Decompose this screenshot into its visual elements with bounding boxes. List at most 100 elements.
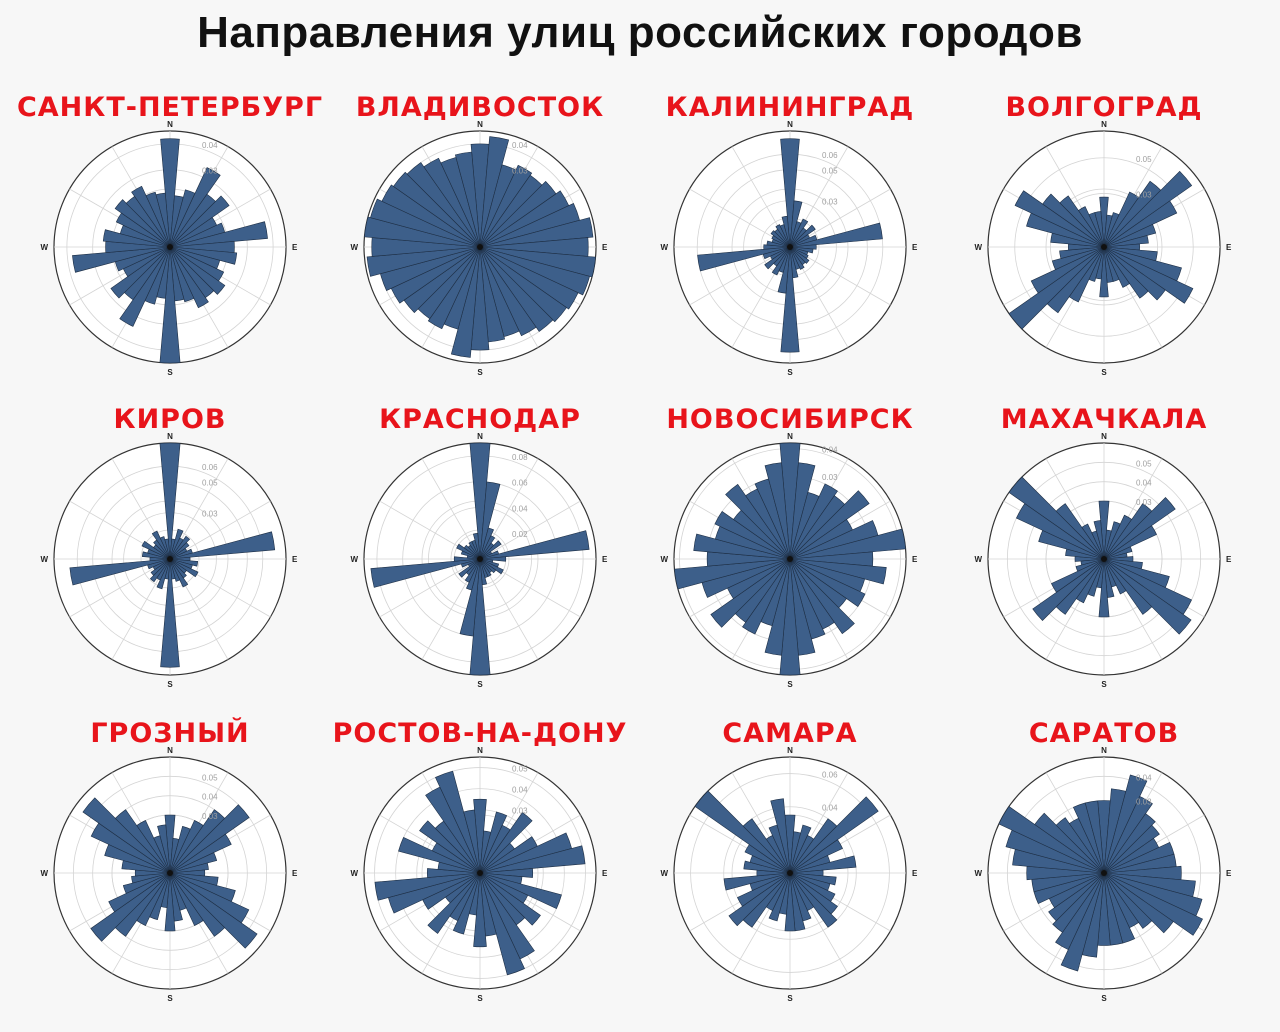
direction-bar [723, 872, 791, 891]
polar-chart: 0.03 0.05 0.06 N E S W [40, 432, 298, 689]
direction-bar [1055, 872, 1105, 951]
grid-spoke [379, 558, 481, 618]
radial-tick-label: 0.03 [822, 198, 838, 207]
direction-bar [1103, 246, 1166, 301]
polar-chart: 0.03 0.05 0.06 N E S W [660, 120, 918, 377]
direction-bar [775, 224, 791, 248]
center-dot [787, 244, 793, 250]
cardinal-label-s: S [1101, 994, 1107, 1003]
direction-bar [1103, 558, 1127, 595]
direction-bar [370, 558, 481, 588]
direction-bar [419, 820, 481, 874]
direction-bar [469, 558, 491, 676]
polar-chart: 0.03 0.04 0.05 N E S W [40, 746, 298, 1003]
polar-chart: 0.03 0.04 N E S W [974, 746, 1232, 1003]
direction-bar [1008, 246, 1105, 330]
direction-bar [1103, 795, 1153, 874]
cardinal-label-n: N [787, 432, 793, 441]
direction-bar [169, 221, 268, 248]
radial-tick-label: 0.05 [512, 765, 528, 774]
direction-bar [90, 872, 171, 942]
radial-tick-label: 0.06 [822, 151, 838, 160]
direction-bar [1103, 774, 1148, 874]
cardinal-label-s: S [1101, 368, 1107, 377]
direction-bar [1103, 200, 1178, 248]
radial-tick-label: 0.03 [822, 473, 838, 482]
direction-bar [479, 872, 541, 926]
direction-bar [463, 809, 481, 874]
cardinal-label-w: W [974, 243, 982, 252]
grid-spoke [69, 558, 171, 618]
direction-bar [169, 558, 189, 588]
direction-bar [728, 872, 791, 927]
direction-bar [764, 246, 791, 270]
cardinal-label-s: S [477, 680, 483, 689]
direction-bar [1051, 246, 1105, 271]
direction-bar [114, 199, 171, 248]
direction-bar [1099, 246, 1109, 298]
direction-bar [1060, 872, 1105, 972]
city-title: САРАТОВ [1028, 718, 1180, 749]
direction-bar [714, 511, 791, 560]
direction-bar [136, 820, 171, 874]
direction-bar [458, 558, 481, 578]
direction-bar [779, 442, 801, 560]
direction-bar [1103, 525, 1157, 560]
polar-chart: 0.02 0.04 0.06 0.08 N E S W [350, 432, 608, 689]
city-title: ВОЛГОГРАД [1005, 92, 1203, 123]
direction-bar [789, 855, 857, 874]
cardinal-label-n: N [167, 120, 173, 129]
cardinal-label-n: N [1101, 746, 1107, 755]
radial-tick-label: 0.03 [1136, 798, 1152, 807]
cardinal-label-s: S [787, 368, 793, 377]
direction-bar [779, 558, 801, 676]
direction-bar [169, 167, 221, 248]
direction-bar [479, 811, 508, 874]
direction-bar [157, 824, 171, 874]
direction-bar [1103, 558, 1153, 615]
direction-bar [479, 812, 533, 874]
direction-bar [463, 544, 481, 560]
direction-bar [164, 538, 171, 560]
direction-bar [169, 558, 199, 578]
page-title: Направления улиц российских городов [197, 8, 1083, 57]
center-dot [167, 870, 173, 876]
rose-panel: НОВОСИБИРСК 0.03 0.04 N E S W [630, 404, 950, 718]
direction-bar [1014, 190, 1105, 248]
direction-bar [1059, 195, 1105, 248]
direction-bar [789, 246, 810, 264]
direction-bar [169, 535, 191, 560]
cardinal-label-s: S [787, 994, 793, 1003]
cardinal-label-e: E [1226, 555, 1232, 564]
city-title: РОСТОВ-НА-ДОНУ [332, 718, 628, 749]
city-title: НОВОСИБИРСК [666, 404, 914, 435]
direction-bar [169, 833, 232, 874]
direction-bar [169, 804, 250, 874]
radial-tick-label: 0.05 [1136, 459, 1152, 468]
radial-tick-label: 0.05 [202, 479, 218, 488]
rose-panel: МАХАЧКАЛА 0.03 0.04 0.05 N E S W [944, 404, 1264, 718]
polar-chart: 0.03 0.04 N E S W [350, 120, 608, 377]
direction-bar [1103, 824, 1160, 874]
rose-panel: САРАТОВ 0.03 0.04 N E S W [944, 718, 1264, 1032]
direction-bar [742, 558, 791, 635]
direction-bar [169, 852, 218, 874]
direction-bar [1103, 246, 1149, 299]
direction-bar [164, 814, 176, 874]
direction-bar [789, 839, 843, 874]
cardinal-label-s: S [167, 680, 173, 689]
direction-bar [423, 157, 481, 248]
direction-bar [456, 543, 481, 560]
direction-bar [763, 244, 791, 250]
direction-bar [789, 246, 805, 270]
direction-bar [454, 151, 481, 248]
direction-bar [1103, 235, 1149, 248]
radial-tick-label: 0.04 [512, 141, 528, 150]
direction-bar [69, 558, 171, 586]
direction-bar [406, 162, 481, 248]
direction-bar [1077, 206, 1105, 248]
radial-tick-label: 0.03 [202, 812, 218, 821]
city-title: КАЛИНИНГРАД [665, 92, 915, 123]
direction-bar [710, 558, 791, 628]
rose-panel: РОСТОВ-НА-ДОНУ 0.03 0.04 0.05 N E S W [320, 718, 640, 1032]
